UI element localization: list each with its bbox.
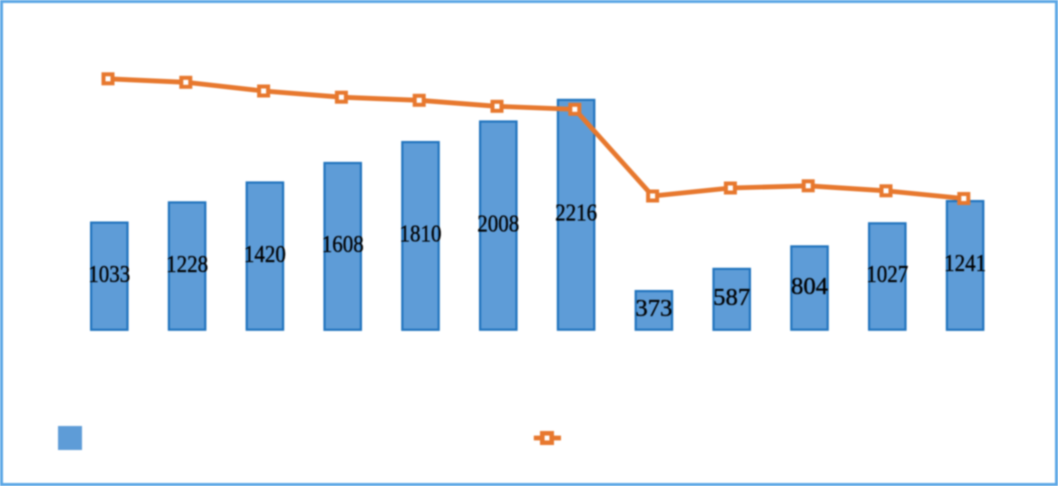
svg-text:1810: 1810 xyxy=(400,222,442,248)
svg-text:587: 587 xyxy=(713,285,750,311)
svg-text:804: 804 xyxy=(791,274,828,300)
svg-text:373: 373 xyxy=(635,296,672,322)
svg-text:1420: 1420 xyxy=(244,242,286,268)
svg-text:1228: 1228 xyxy=(166,252,208,278)
svg-text:1027: 1027 xyxy=(866,262,908,288)
svg-text:2216: 2216 xyxy=(555,201,597,227)
svg-text:1241: 1241 xyxy=(944,251,986,277)
svg-text:1608: 1608 xyxy=(322,232,364,258)
svg-text:2008: 2008 xyxy=(477,211,519,237)
svg-text:1033: 1033 xyxy=(88,262,130,288)
